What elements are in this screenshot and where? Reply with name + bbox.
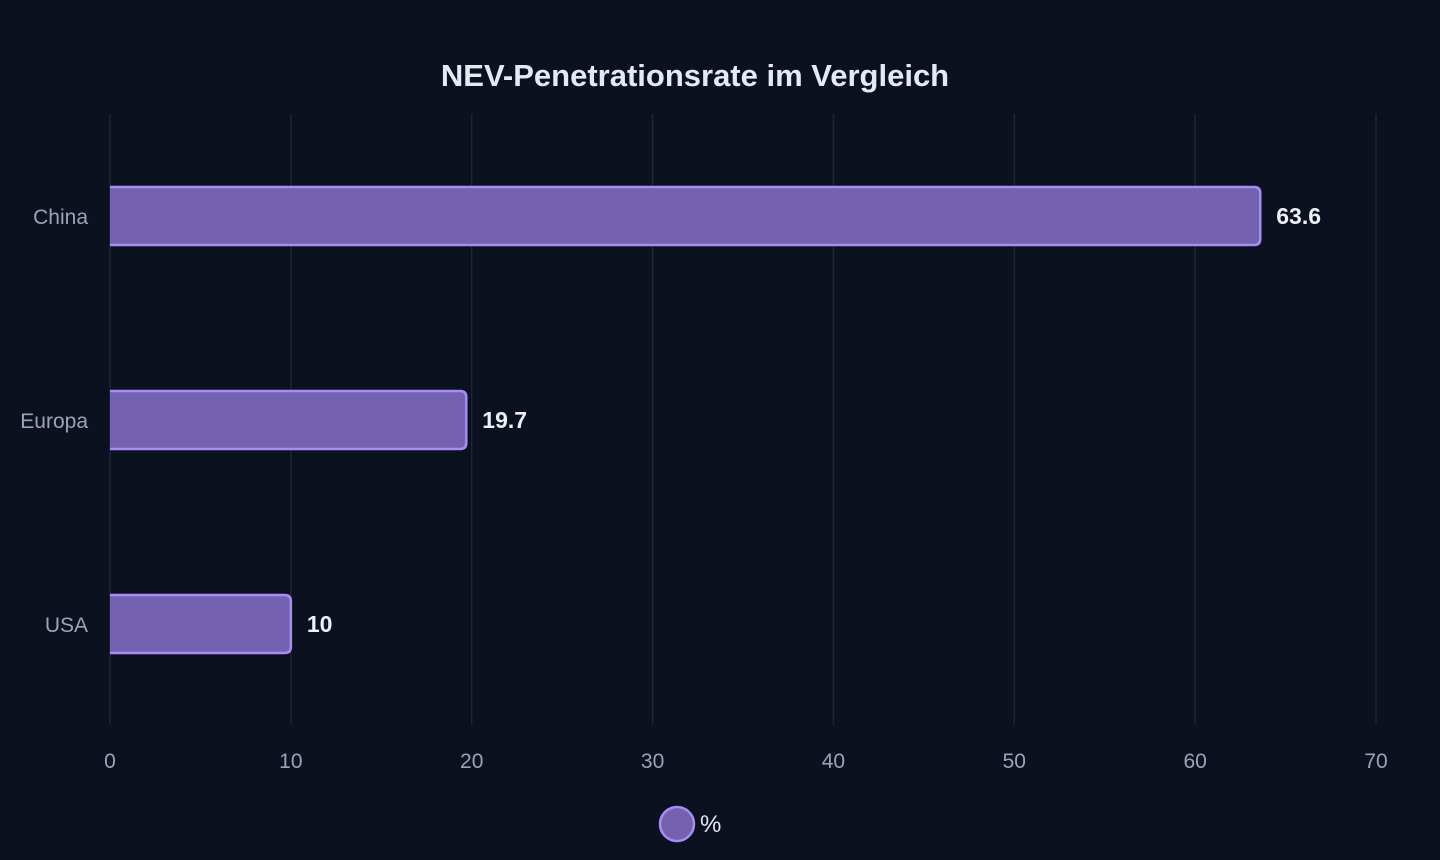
- bar-outline-europa: [110, 389, 468, 451]
- bar-usa[interactable]: [110, 595, 291, 653]
- x-tick-label-10: 10: [279, 750, 302, 773]
- x-tick-label-0: 0: [104, 750, 116, 773]
- x-axis-ticks: 0 10 20 30 40 50 60 70: [104, 750, 1388, 773]
- x-tick-label-30: 30: [641, 750, 664, 773]
- legend-label: %: [700, 811, 721, 838]
- value-label-usa: 10: [307, 611, 333, 637]
- value-label-china: 63.6: [1276, 203, 1321, 229]
- x-tick-label-20: 20: [460, 750, 483, 773]
- bar-china[interactable]: [110, 187, 1261, 245]
- x-tick-label-40: 40: [822, 750, 845, 773]
- bars: [110, 185, 1262, 655]
- value-label-europa: 19.7: [482, 407, 527, 433]
- bar-outline-china: [110, 185, 1262, 247]
- x-tick-label-50: 50: [1003, 750, 1026, 773]
- x-tick-label-70: 70: [1364, 750, 1387, 773]
- category-label-europa: Europa: [20, 410, 88, 433]
- x-tick-label-60: 60: [1183, 750, 1206, 773]
- legend-swatch: [658, 805, 696, 843]
- legend[interactable]: %: [658, 805, 721, 843]
- value-labels: 63.6 19.7 10: [307, 203, 1321, 637]
- category-labels: China Europa USA: [20, 206, 88, 637]
- chart-title: NEV-Penetrationsrate im Vergleich: [441, 58, 949, 93]
- category-label-china: China: [33, 206, 88, 229]
- bar-outline-usa: [110, 593, 293, 655]
- bar-europa[interactable]: [110, 391, 467, 449]
- category-label-usa: USA: [45, 614, 88, 637]
